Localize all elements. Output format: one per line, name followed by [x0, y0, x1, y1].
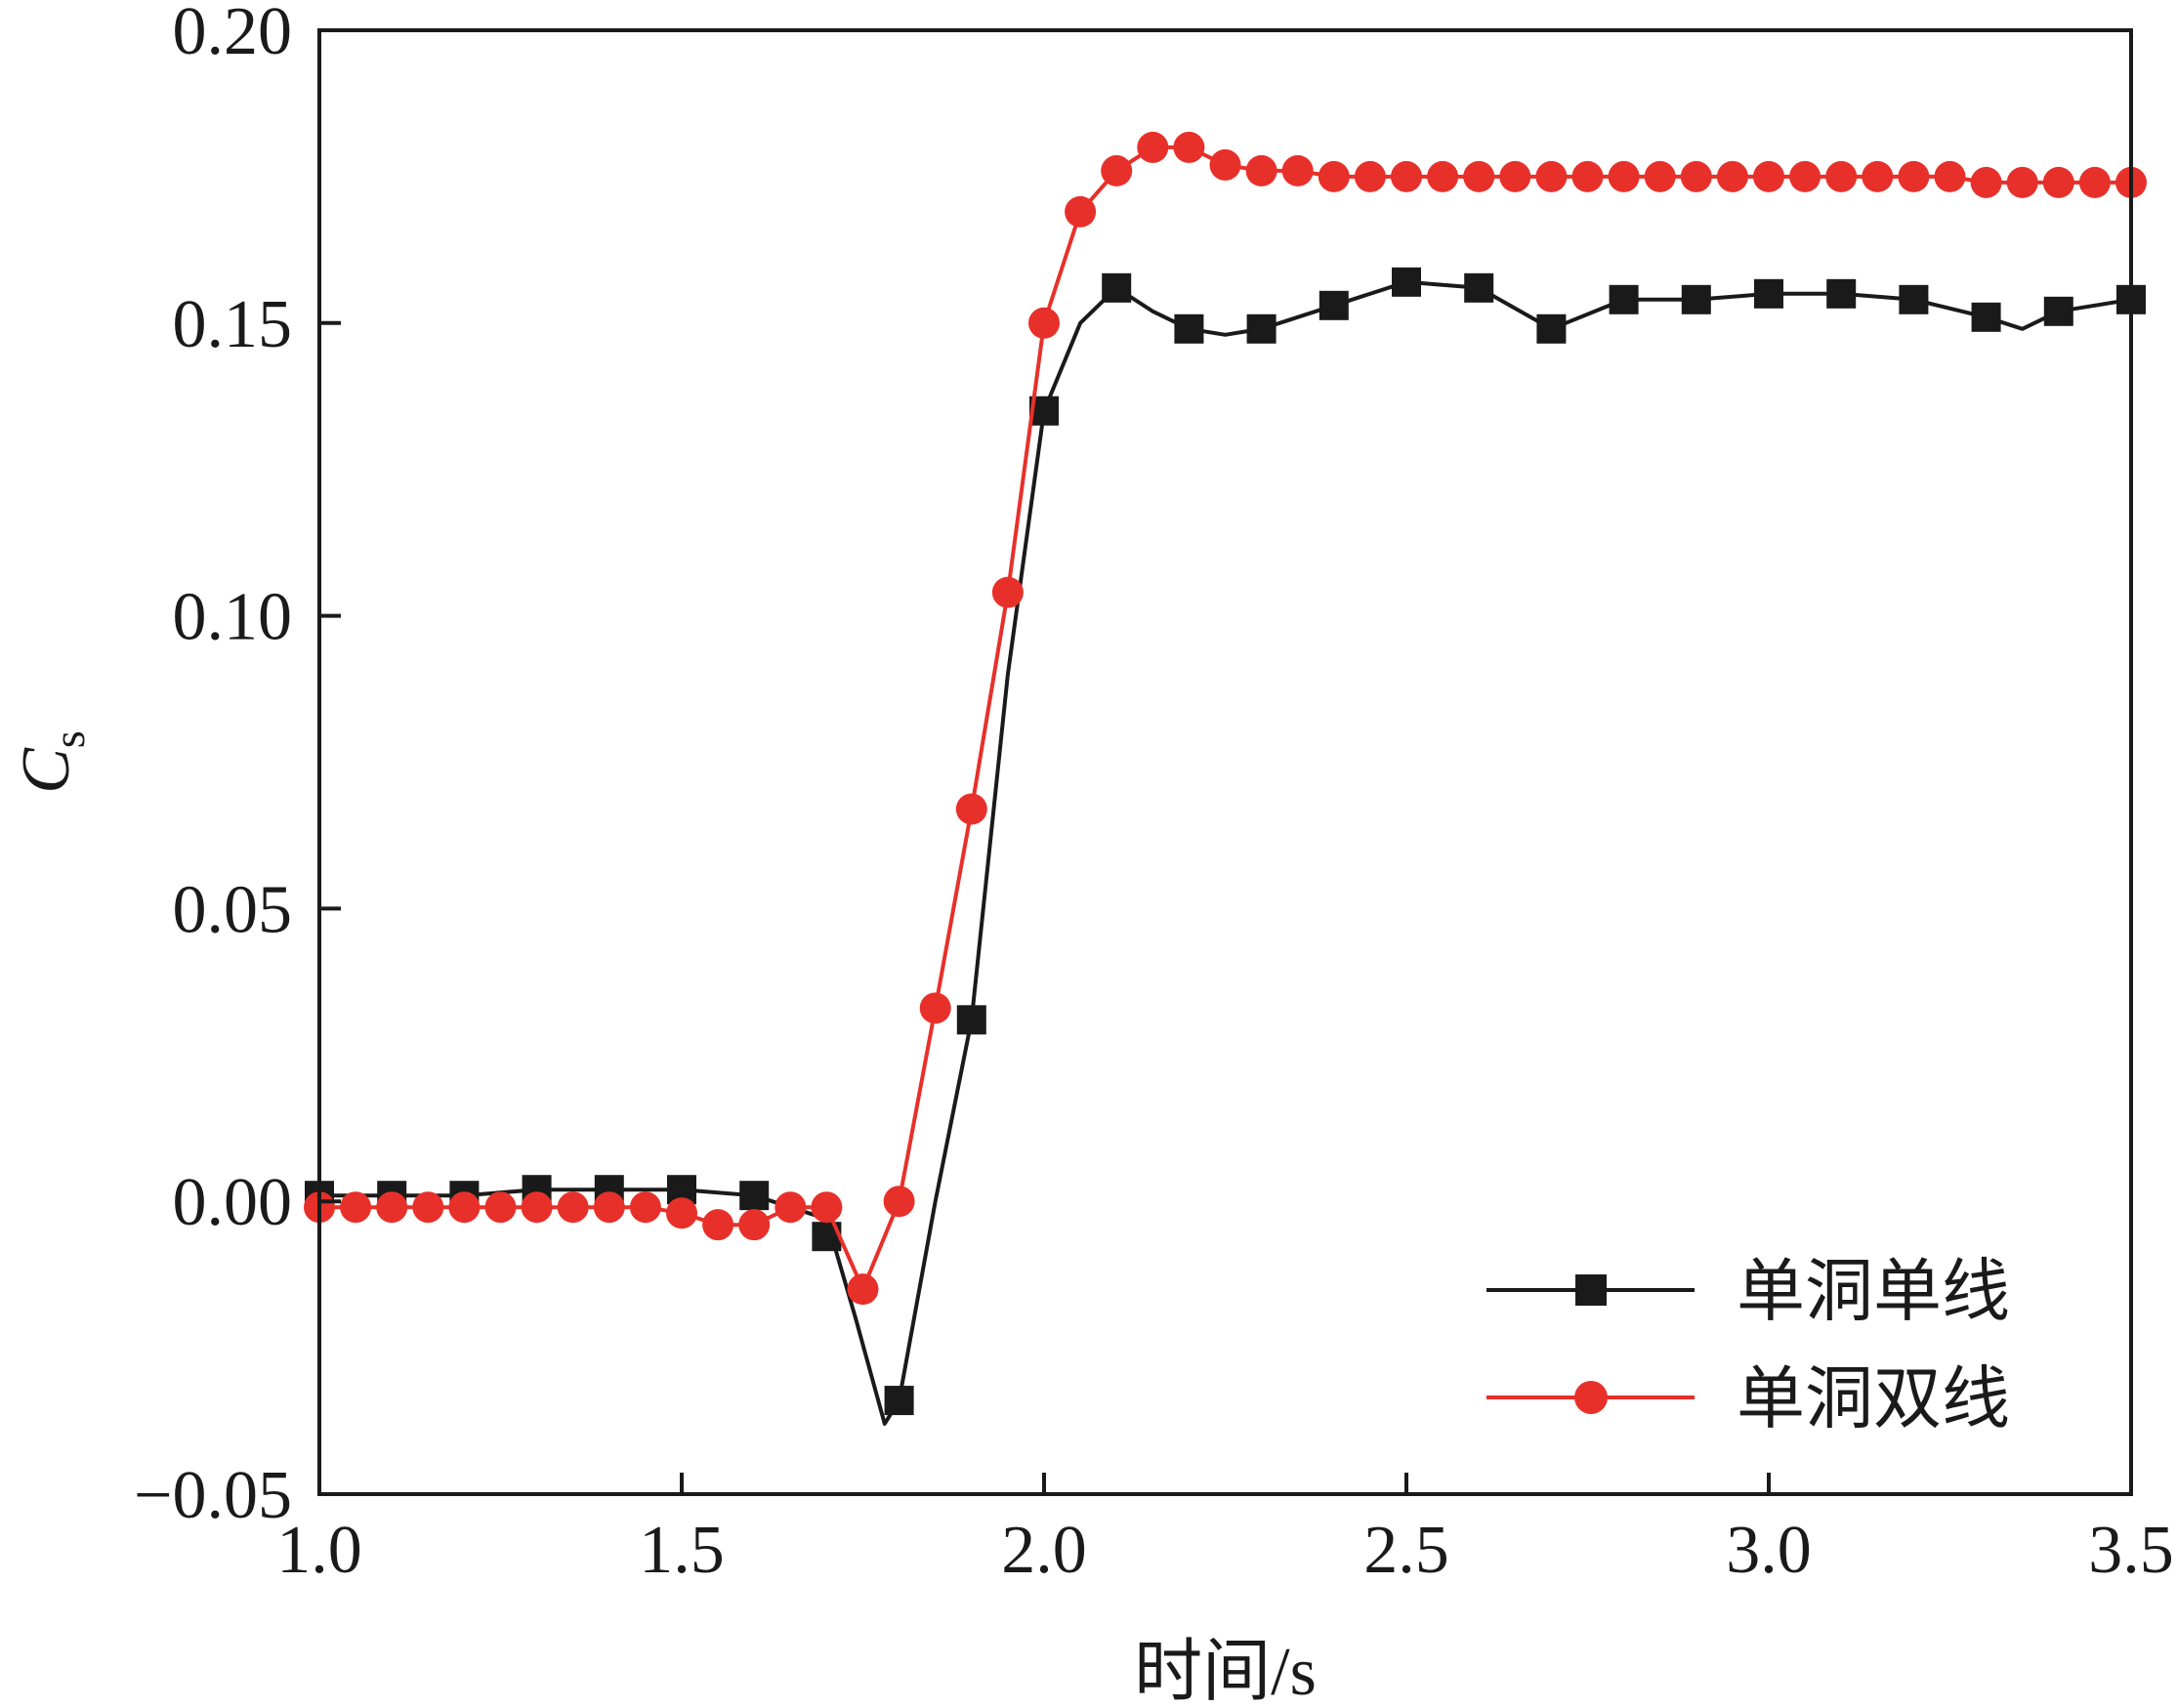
- y-tick-label: 0.15: [173, 287, 293, 362]
- x-tick-label: 3.0: [1726, 1513, 1812, 1588]
- series-line-2: [319, 145, 2131, 1292]
- data-point-series-1: [1246, 313, 1277, 344]
- data-point-series-2: [412, 1191, 444, 1224]
- data-point-series-2: [1970, 166, 2002, 198]
- data-point-series-2: [1318, 160, 1350, 192]
- data-point-series-2: [1173, 131, 1205, 163]
- y-axis-label-sub: s: [44, 730, 94, 748]
- data-point-series-2: [1463, 160, 1495, 192]
- data-point-series-1: [1319, 290, 1349, 320]
- data-point-series-2: [340, 1191, 372, 1224]
- data-point-series-2: [1898, 160, 1930, 192]
- data-point-series-2: [2042, 166, 2074, 198]
- data-point-series-2: [2078, 166, 2111, 198]
- legend-label-series-1: 单洞单线: [1737, 1251, 2010, 1331]
- data-point-series-2: [484, 1191, 517, 1224]
- y-tick-label: 0.00: [173, 1165, 293, 1240]
- data-point-series-2: [811, 1191, 843, 1224]
- data-point-series-1: [1536, 313, 1567, 344]
- data-point-series-2: [1644, 160, 1676, 192]
- data-point-series-1: [1899, 284, 1929, 314]
- data-curves: [304, 131, 2147, 1426]
- axis-ticks: 1.0 1.5 2.0 2.5 3.0 3.5 −0.05 0.00 0.05 0.10 0.15 0…: [134, 0, 2174, 1588]
- y-axis-label: Cs: [9, 730, 94, 794]
- data-point-series-1: [1464, 272, 1494, 303]
- data-point-series-2: [775, 1191, 807, 1224]
- data-point-series-1: [2043, 296, 2073, 326]
- data-point-series-2: [1934, 160, 1966, 192]
- data-point-series-1: [1174, 313, 1204, 344]
- data-point-series-2: [1716, 160, 1748, 192]
- data-point-series-2: [521, 1191, 553, 1224]
- data-point-series-2: [1753, 160, 1784, 192]
- legend-marker-circle: [1574, 1381, 1608, 1414]
- x-axis-label: 时间/s: [1134, 1635, 1317, 1708]
- data-point-series-2: [2006, 166, 2038, 198]
- data-point-series-2: [593, 1191, 625, 1224]
- data-point-series-2: [1825, 160, 1858, 192]
- data-point-series-2: [702, 1209, 734, 1241]
- data-point-series-2: [448, 1191, 481, 1224]
- legend-entry-series-1: 单洞单线: [1486, 1251, 2010, 1331]
- y-tick-label: 0.20: [173, 0, 293, 69]
- data-point-series-2: [1680, 160, 1712, 192]
- data-point-series-2: [1571, 160, 1604, 192]
- data-point-series-2: [847, 1273, 879, 1306]
- x-tick-label: 3.5: [2088, 1513, 2174, 1588]
- x-tick-label: 2.5: [1363, 1513, 1449, 1588]
- data-point-series-1: [739, 1181, 770, 1211]
- data-point-series-1: [884, 1386, 914, 1416]
- y-tick-label: 0.10: [173, 580, 293, 655]
- series-line-1: [319, 279, 2132, 1426]
- data-point-series-2: [1281, 154, 1314, 187]
- data-point-series-1: [1826, 278, 1857, 309]
- data-point-series-2: [991, 576, 1024, 608]
- data-point-series-2: [1608, 160, 1640, 192]
- data-point-series-2: [629, 1191, 661, 1224]
- x-tick-label: 2.0: [1001, 1513, 1087, 1588]
- data-point-series-2: [1245, 154, 1277, 187]
- y-tick-label: −0.05: [134, 1458, 292, 1533]
- data-point-series-1: [1971, 302, 2001, 332]
- y-tick-label: 0.05: [173, 872, 293, 947]
- data-point-series-2: [376, 1191, 408, 1224]
- legend: 单洞单线 单洞双线: [1486, 1251, 2010, 1438]
- data-point-series-2: [1862, 160, 1894, 192]
- data-point-series-2: [738, 1209, 771, 1241]
- data-point-series-2: [1137, 131, 1169, 163]
- data-point-series-2: [557, 1191, 589, 1224]
- data-point-series-2: [1354, 160, 1386, 192]
- plot-frame: [317, 28, 2133, 1496]
- data-point-series-1: [1102, 272, 1132, 303]
- data-point-series-2: [1427, 160, 1459, 192]
- data-point-series-2: [1028, 307, 1060, 339]
- legend-marker-square: [1575, 1274, 1607, 1306]
- data-point-series-1: [1609, 284, 1639, 314]
- data-point-series-2: [1499, 160, 1531, 192]
- data-point-series-2: [955, 793, 987, 825]
- data-point-series-2: [666, 1197, 697, 1229]
- legend-entry-series-2: 单洞双线: [1486, 1358, 2010, 1438]
- data-point-series-2: [1065, 195, 1097, 228]
- data-point-series-2: [883, 1186, 915, 1218]
- legend-label-series-2: 单洞双线: [1737, 1358, 2010, 1438]
- data-point-series-1: [956, 1005, 986, 1035]
- data-point-series-1: [1681, 284, 1711, 314]
- data-point-series-2: [919, 992, 951, 1024]
- data-point-series-2: [1101, 154, 1133, 187]
- y-axis-label-main: C: [9, 747, 84, 794]
- data-point-series-2: [1209, 148, 1241, 181]
- x-tick-label: 1.0: [276, 1513, 362, 1588]
- data-point-series-1: [1754, 278, 1783, 309]
- data-point-series-2: [1789, 160, 1821, 192]
- data-point-series-2: [1391, 160, 1422, 192]
- x-tick-label: 1.5: [639, 1513, 725, 1588]
- data-point-series-1: [1392, 267, 1421, 297]
- data-point-series-2: [1535, 160, 1568, 192]
